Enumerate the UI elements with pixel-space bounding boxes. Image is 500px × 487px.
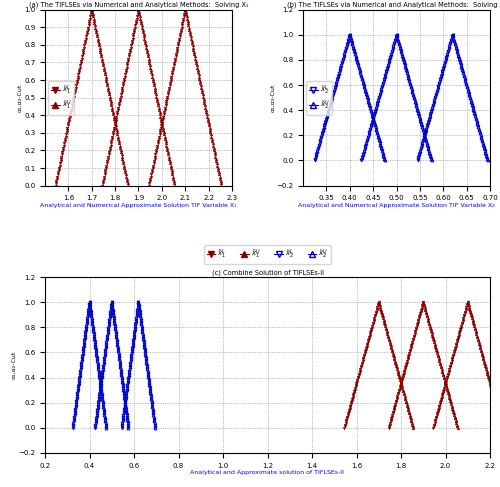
Y-axis label: α₁,α₂-Cut: α₁,α₂-Cut: [12, 351, 17, 379]
X-axis label: Analytical and Approximate solution of TIFLSEs-II: Analytical and Approximate solution of T…: [190, 470, 344, 475]
X-axis label: Analytical and Numerical Approximate Solution TIF Variable X₂: Analytical and Numerical Approximate Sol…: [298, 203, 495, 208]
Y-axis label: α₁,α₂-Cut: α₁,α₂-Cut: [18, 83, 22, 112]
X-axis label: Analytical and Numerical Approximate Solution TIF Variable X₁: Analytical and Numerical Approximate Sol…: [40, 203, 237, 208]
Legend: $\tilde{x}_{1}^{L}$, $\tilde{x}_{1}^{U}$, $\tilde{x}_{2}^{L}$, $\tilde{x}_{2}^{U: $\tilde{x}_{1}^{L}$, $\tilde{x}_{1}^{U}$…: [204, 245, 331, 264]
Y-axis label: α₁,α₂-Cut: α₁,α₂-Cut: [270, 83, 275, 112]
Title: (c) Combine Solution of TIFLSEs-II: (c) Combine Solution of TIFLSEs-II: [212, 269, 324, 276]
Legend: $\tilde{x}_{1}^{L}$, $\tilde{x}_{1}^{U}$: $\tilde{x}_{1}^{L}$, $\tilde{x}_{1}^{U}$: [48, 80, 74, 115]
Title: (a) The TIFLSEs via Numerical and Analytical Methods:  Solving X₁: (a) The TIFLSEs via Numerical and Analyt…: [28, 2, 248, 8]
Legend: $\tilde{x}_{2}^{L}$, $\tilde{x}_{2}^{U}$: $\tilde{x}_{2}^{L}$, $\tilde{x}_{2}^{U}$: [306, 80, 332, 115]
Title: (b) The TIFLSEs via Numerical and Analytical Methods:  Solving X₂: (b) The TIFLSEs via Numerical and Analyt…: [286, 2, 500, 8]
